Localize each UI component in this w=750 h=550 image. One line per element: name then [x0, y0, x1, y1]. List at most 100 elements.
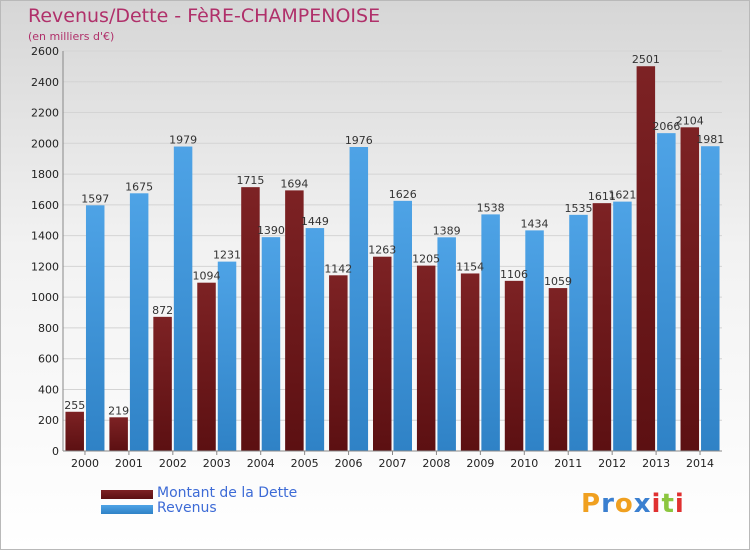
value-label-dette: 1694	[280, 177, 308, 190]
value-label-dette: 1611	[588, 190, 616, 203]
bar-revenus	[569, 214, 588, 451]
bars	[65, 66, 720, 452]
bar-dette	[592, 203, 612, 451]
value-label-revenus: 1976	[345, 134, 373, 147]
value-label-dette: 1106	[500, 268, 528, 281]
bar-dette	[460, 273, 480, 451]
y-tick-label: 400	[38, 383, 59, 396]
bar-dette	[197, 282, 216, 451]
y-tick-label: 2400	[31, 76, 59, 89]
y-tick-label: 2000	[31, 137, 59, 150]
value-label-dette: 1154	[456, 260, 484, 273]
bar-revenus	[481, 214, 500, 451]
y-tick-label: 800	[38, 322, 59, 335]
bar-revenus	[613, 201, 632, 451]
bar-revenus	[437, 237, 456, 451]
x-tick-label: 2005	[291, 457, 319, 470]
value-label-dette: 1715	[236, 174, 264, 187]
bar-dette	[241, 187, 260, 451]
legend-label-revenus: Revenus	[157, 500, 217, 516]
x-tick-label: 2009	[466, 457, 494, 470]
logo-letter: P	[581, 489, 602, 519]
legend-swatch-revenus	[101, 505, 153, 514]
bar-revenus	[173, 146, 193, 452]
bar-dette	[636, 66, 656, 451]
bar-dette	[504, 280, 524, 451]
value-label-revenus: 1535	[564, 202, 592, 215]
value-label-dette: 1059	[544, 275, 572, 288]
y-tick-label: 1400	[31, 230, 59, 243]
value-label-revenus: 1981	[696, 133, 724, 146]
value-label-revenus: 1675	[125, 180, 153, 193]
value-label-revenus: 1434	[521, 217, 549, 230]
grid-lines	[63, 50, 722, 452]
axes: 0 200 400 600 800 1000 1200 1400 1600 1800 2000 220…	[31, 45, 722, 470]
chart-subtitle: (en milliers d'€)	[28, 30, 115, 43]
bar-dette	[109, 417, 128, 451]
y-tick-label: 1000	[31, 291, 59, 304]
logo-letter: r	[601, 489, 615, 519]
bar-revenus	[217, 261, 237, 451]
bar-revenus	[393, 200, 412, 451]
y-tick-label: 0	[52, 445, 59, 458]
bar-dette	[680, 127, 700, 452]
proxiti-logo: Proxiti	[581, 489, 685, 519]
bar-dette	[329, 275, 348, 451]
logo-letter: t	[661, 489, 675, 519]
value-label-revenus: 1621	[608, 189, 636, 202]
bar-dette	[373, 256, 392, 451]
value-label-dette: 872	[152, 304, 173, 317]
x-tick-label: 2004	[247, 457, 275, 470]
chart-title: Revenus/Dette - FèRE-CHAMPENOISE	[28, 5, 381, 27]
bar-revenus	[305, 228, 325, 451]
y-tick-label: 2600	[31, 45, 59, 58]
x-tick-label: 2001	[115, 457, 143, 470]
bar-revenus	[85, 205, 105, 451]
value-label-dette: 1263	[368, 244, 396, 257]
value-label-dette: 219	[108, 404, 129, 417]
x-tick-label: 2014	[686, 457, 714, 470]
value-label-revenus: 1449	[301, 215, 329, 228]
y-tick-label: 1800	[31, 168, 59, 181]
value-label-revenus: 1626	[389, 188, 417, 201]
y-tick-label: 1200	[31, 260, 59, 273]
legend-label-dette: Montant de la Dette	[157, 485, 298, 501]
legend-swatch-dette	[101, 490, 153, 499]
x-tick-label: 2013	[642, 457, 670, 470]
x-tick-label: 2002	[159, 457, 187, 470]
x-tick-label: 2010	[510, 457, 538, 470]
bar-dette	[285, 190, 304, 451]
bar-revenus	[657, 133, 676, 451]
value-label-revenus: 1538	[477, 201, 505, 214]
value-label-revenus: 1389	[433, 224, 461, 237]
value-label-revenus: 1231	[213, 249, 241, 262]
value-label-revenus: 1597	[81, 192, 109, 205]
bar-dette	[548, 288, 568, 451]
value-label-dette: 2501	[632, 53, 660, 66]
value-label-dette: 1142	[324, 262, 352, 275]
value-label-revenus: 1390	[257, 224, 285, 237]
logo-letter: o	[614, 489, 634, 519]
y-tick-label: 600	[38, 353, 59, 366]
logo-letter: i	[651, 489, 662, 519]
value-label-dette: 1094	[193, 270, 221, 283]
value-label-dette: 1205	[412, 253, 440, 266]
x-tick-label: 2008	[422, 457, 450, 470]
bar-revenus	[525, 230, 544, 451]
x-tick-label: 2011	[554, 457, 582, 470]
y-tick-label: 200	[38, 414, 59, 427]
value-labels: 255 1597 219 1675 872 1979 1094 1231 1715 1390 169…	[64, 53, 724, 417]
bar-dette	[65, 411, 84, 451]
value-label-dette: 2104	[676, 114, 704, 127]
bar-revenus	[701, 146, 720, 451]
bar-dette	[416, 265, 436, 451]
x-tick-label: 2006	[335, 457, 363, 470]
bar-revenus	[349, 147, 369, 451]
value-label-revenus: 1979	[169, 134, 197, 147]
x-tick-label: 2000	[71, 457, 99, 470]
bar-revenus	[261, 237, 281, 451]
x-tick-label: 2007	[379, 457, 407, 470]
value-label-revenus: 2066	[652, 120, 680, 133]
